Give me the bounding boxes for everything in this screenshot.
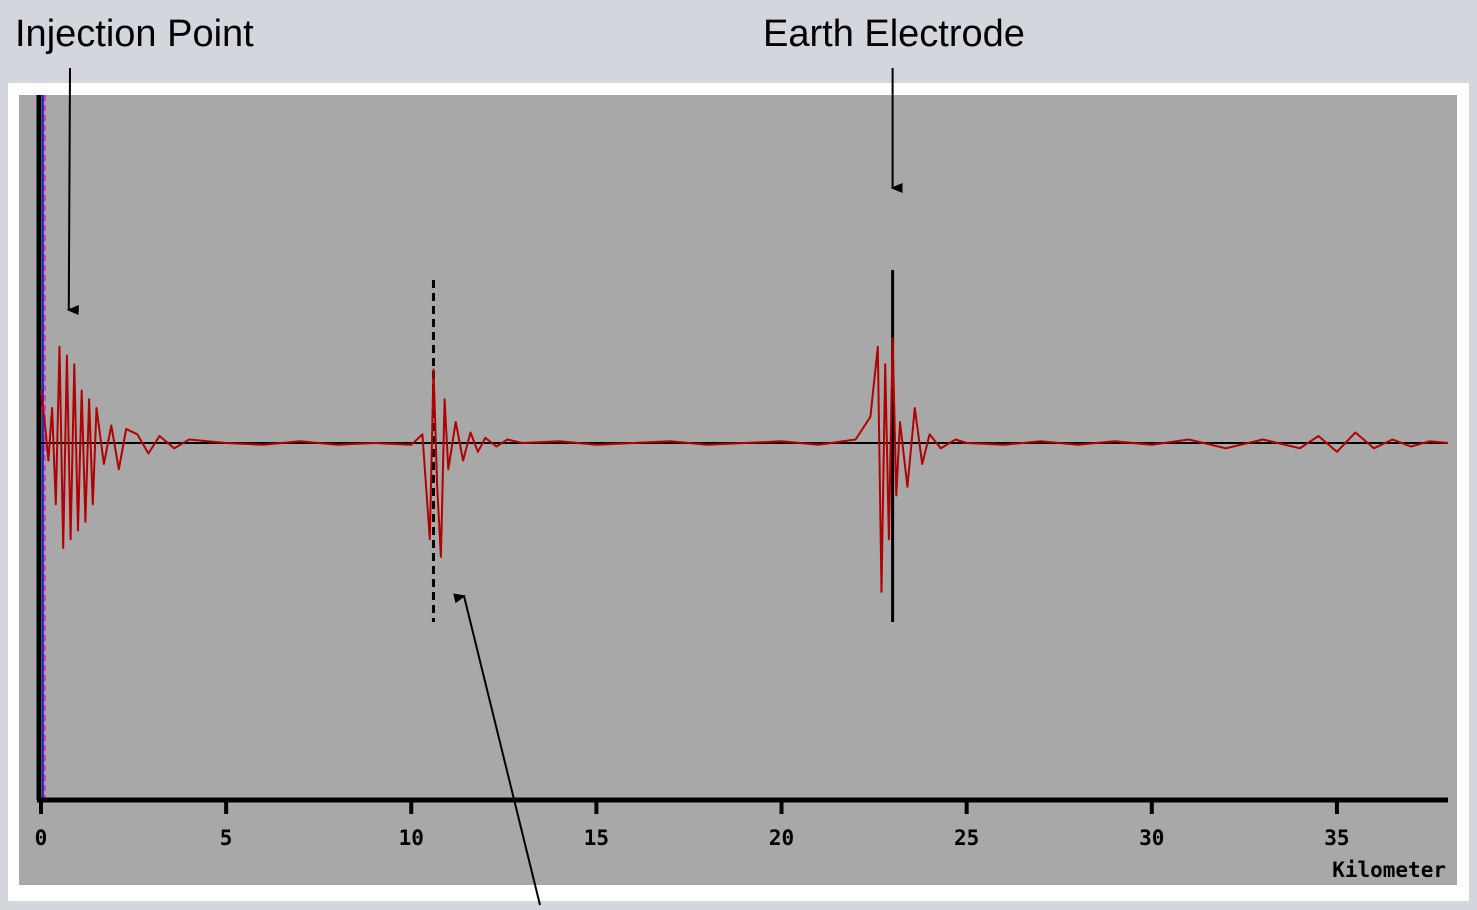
x-tick-label: 15 [584,826,609,850]
x-axis-title: Kilometer [1332,858,1446,882]
x-tick-label: 10 [399,826,424,850]
x-tick-label: 30 [1139,826,1164,850]
injection-point-arrow [66,67,79,316]
x-tick-label: 35 [1324,826,1349,850]
injection-point-label: Injection Point [15,13,254,55]
x-tick-label: 0 [35,826,48,850]
x-tick-label: 5 [220,826,233,850]
fault-location-arrow [453,593,541,906]
chart-group: 0 5 10 15 20 25 30 35 Kilometer [35,67,1449,906]
earth-electrode-label: Earth Electrode [763,13,1025,55]
x-tick-label: 25 [954,826,979,850]
signal-trace [40,337,1449,593]
x-tick-label: 20 [769,826,794,850]
plot-area [19,95,1457,885]
